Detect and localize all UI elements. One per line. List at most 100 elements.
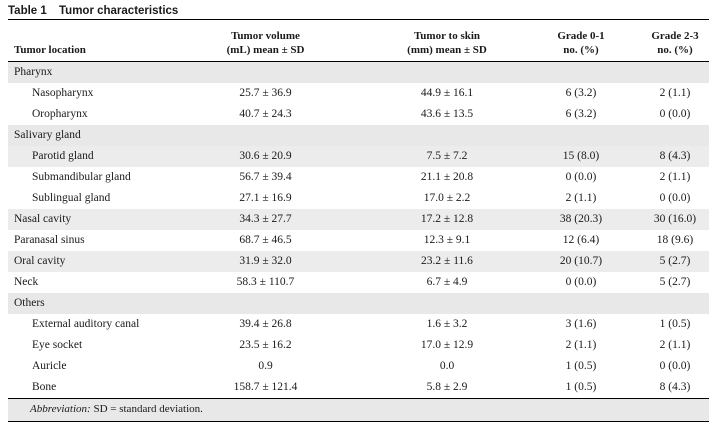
cell-grade-2-3: 5 (2.7) <box>659 276 691 288</box>
table-number: Table 1 <box>8 5 47 17</box>
header-tumor-to-skin: Tumor to skin (mm) mean ± SD <box>362 29 532 57</box>
table-row-external-auditory-canal: External auditory canal 39.4 ± 26.8 1.6 … <box>8 314 709 335</box>
cell-grade-2-3: 0 (0.0) <box>659 192 691 204</box>
cell-grade-0-1: 0 (0.0) <box>565 171 597 183</box>
header-grade-0-1: Grade 0-1 no. (%) <box>516 29 646 57</box>
table-row-nasal-cavity: Nasal cavity 34.3 ± 27.7 17.2 ± 12.8 38 … <box>8 209 709 230</box>
cell-grade-0-1: 1 (0.5) <box>565 360 597 372</box>
cell-grade-0-1: 20 (10.7) <box>559 255 603 267</box>
header-grade-0-1-line1: Grade 0-1 <box>557 30 605 42</box>
header-grade-0-1-line2: no. (%) <box>563 44 599 56</box>
cell-volume: 23.5 ± 16.2 <box>239 339 292 351</box>
table-row-nasopharynx: Nasopharynx 25.7 ± 36.9 44.9 ± 16.1 6 (3… <box>8 83 709 104</box>
footnote-text: SD = standard deviation. <box>90 403 203 415</box>
row-label: Bone <box>32 381 57 393</box>
cell-skin: 5.8 ± 2.9 <box>426 381 468 393</box>
cell-skin: 1.6 ± 3.2 <box>426 318 468 330</box>
row-label: Neck <box>14 276 39 288</box>
header-tumor-volume: Tumor volume (mL) mean ± SD <box>188 29 343 57</box>
table-row-bone: Bone 158.7 ± 121.4 5.8 ± 2.9 1 (0.5) 8 (… <box>8 377 709 398</box>
table-row-sublingual-gland: Sublingual gland 27.1 ± 16.9 17.0 ± 2.2 … <box>8 188 709 209</box>
table-body: Pharynx Nasopharynx 25.7 ± 36.9 44.9 ± 1… <box>8 62 709 398</box>
cell-grade-0-1: 6 (3.2) <box>565 87 597 99</box>
row-label: Auricle <box>32 360 67 372</box>
cell-volume: 158.7 ± 121.4 <box>233 381 298 393</box>
cell-volume: 30.6 ± 20.9 <box>239 150 292 162</box>
cell-grade-0-1: 2 (1.1) <box>565 339 597 351</box>
cell-skin: 0.0 <box>439 360 455 372</box>
cell-skin: 6.7 ± 4.9 <box>426 276 468 288</box>
table-row-oropharynx: Oropharynx 40.7 ± 24.3 43.6 ± 13.5 6 (3.… <box>8 104 709 125</box>
cell-grade-2-3: 30 (16.0) <box>653 213 697 225</box>
row-label: Submandibular gland <box>32 171 131 183</box>
cell-grade-2-3: 1 (0.5) <box>659 318 691 330</box>
row-label: Nasopharynx <box>32 87 94 99</box>
table-row-pharynx: Pharynx <box>8 62 709 83</box>
header-grade-2-3-line1: Grade 2-3 <box>651 30 699 42</box>
cell-grade-2-3: 18 (9.6) <box>656 234 694 246</box>
row-label: Sublingual gland <box>32 192 111 204</box>
row-label: Oral cavity <box>14 255 66 267</box>
footnote-label: Abbreviation: <box>30 403 91 415</box>
cell-volume: 58.3 ± 110.7 <box>236 276 295 288</box>
table-row-paranasal-sinus: Paranasal sinus 68.7 ± 46.5 12.3 ± 9.1 1… <box>8 230 709 251</box>
cell-skin: 44.9 ± 16.1 <box>420 87 474 99</box>
cell-grade-2-3: 5 (2.7) <box>659 255 691 267</box>
cell-skin: 17.2 ± 12.8 <box>420 213 474 225</box>
cell-grade-2-3: 2 (1.1) <box>659 171 691 183</box>
cell-skin: 7.5 ± 7.2 <box>426 150 468 162</box>
cell-volume: 56.7 ± 39.4 <box>239 171 292 183</box>
row-label: External auditory canal <box>32 318 140 330</box>
header-tumor-volume-line1: Tumor volume <box>231 30 300 42</box>
row-label: Salivary gland <box>14 129 81 141</box>
table-footnote: Abbreviation: SD = standard deviation. <box>8 399 709 422</box>
table-row-neck: Neck 58.3 ± 110.7 6.7 ± 4.9 0 (0.0) 5 (2… <box>8 272 709 293</box>
cell-grade-0-1: 2 (1.1) <box>565 192 597 204</box>
header-tumor-to-skin-line1: Tumor to skin <box>413 30 481 42</box>
cell-grade-0-1: 1 (0.5) <box>565 381 597 393</box>
table-title: Tumor characteristics <box>59 5 179 17</box>
cell-volume: 0.9 <box>258 360 273 372</box>
table-row-submandibular-gland: Submandibular gland 56.7 ± 39.4 21.1 ± 2… <box>8 167 709 188</box>
row-label: Pharynx <box>14 66 53 78</box>
cell-volume: 34.3 ± 27.7 <box>239 213 292 225</box>
cell-skin: 43.6 ± 13.5 <box>420 108 474 120</box>
row-label: Eye socket <box>32 339 83 351</box>
cell-grade-2-3: 2 (1.1) <box>659 87 691 99</box>
header-grade-2-3: Grade 2-3 no. (%) <box>643 29 707 57</box>
table-row-auricle: Auricle 0.9 0.0 1 (0.5) 0 (0.0) <box>8 356 709 377</box>
cell-grade-2-3: 0 (0.0) <box>659 360 691 372</box>
row-label: Others <box>14 297 45 309</box>
header-tumor-location: Tumor location <box>14 44 86 56</box>
cell-skin: 21.1 ± 20.8 <box>420 171 474 183</box>
cell-grade-2-3: 0 (0.0) <box>659 108 691 120</box>
table-row-parotid-gland: Parotid gland 30.6 ± 20.9 7.5 ± 7.2 15 (… <box>8 146 709 167</box>
row-label: Nasal cavity <box>14 213 72 225</box>
cell-volume: 39.4 ± 26.8 <box>239 318 292 330</box>
header-grade-2-3-line2: no. (%) <box>657 44 693 56</box>
table-row-oral-cavity: Oral cavity 31.9 ± 32.0 23.2 ± 11.6 20 (… <box>8 251 709 272</box>
cell-skin: 23.2 ± 11.6 <box>421 255 473 267</box>
cell-grade-2-3: 2 (1.1) <box>659 339 691 351</box>
header-tumor-to-skin-line2: (mm) mean ± SD <box>407 44 487 56</box>
cell-grade-0-1: 38 (20.3) <box>559 213 603 225</box>
cell-skin: 17.0 ± 12.9 <box>420 339 474 351</box>
table-bottom-rule <box>8 398 709 399</box>
cell-grade-0-1: 15 (8.0) <box>562 150 600 162</box>
row-label: Paranasal sinus <box>14 234 85 246</box>
cell-volume: 31.9 ± 32.0 <box>239 255 292 267</box>
cell-grade-0-1: 12 (6.4) <box>562 234 600 246</box>
header-tumor-volume-line2: (mL) mean ± SD <box>226 44 305 56</box>
row-label: Parotid gland <box>32 150 94 162</box>
table-header: Tumor location Tumor volume (mL) mean ± … <box>8 26 709 62</box>
cell-volume: 68.7 ± 46.5 <box>239 234 292 246</box>
cell-grade-0-1: 6 (3.2) <box>565 108 597 120</box>
cell-volume: 27.1 ± 16.9 <box>239 192 292 204</box>
row-label: Oropharynx <box>32 108 88 120</box>
table-row-eye-socket: Eye socket 23.5 ± 16.2 17.0 ± 12.9 2 (1.… <box>8 335 709 356</box>
cell-grade-0-1: 0 (0.0) <box>565 276 597 288</box>
cell-grade-2-3: 8 (4.3) <box>659 150 691 162</box>
cell-grade-0-1: 3 (1.6) <box>565 318 597 330</box>
cell-skin: 12.3 ± 9.1 <box>423 234 471 246</box>
cell-volume: 40.7 ± 24.3 <box>239 108 292 120</box>
